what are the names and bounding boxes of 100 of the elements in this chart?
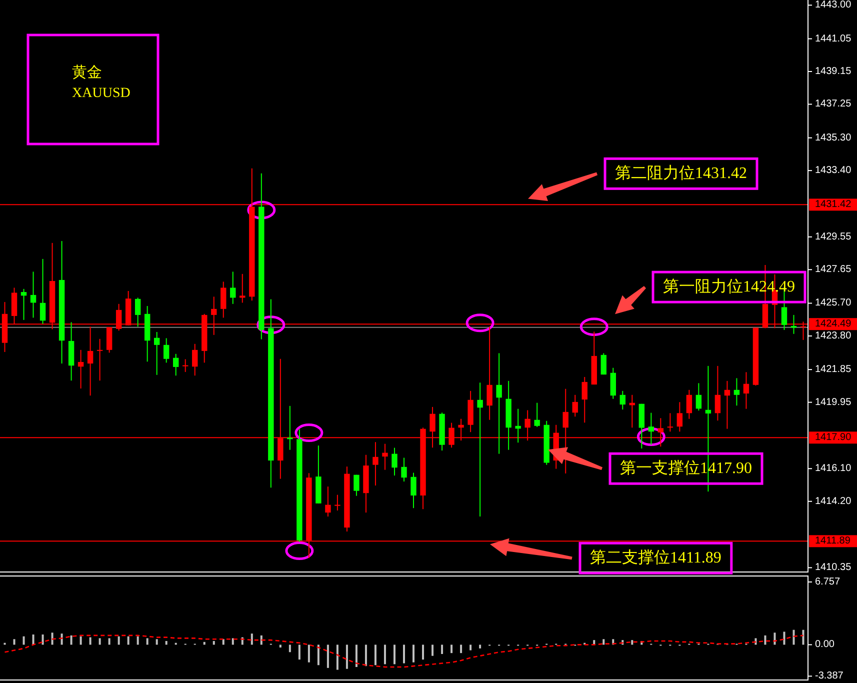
candlestick: [620, 390, 626, 410]
candlestick: [676, 402, 683, 432]
annotation: 第二支撑位1411.89: [590, 548, 722, 567]
bar: [70, 635, 72, 645]
y-tick-label: 0.00: [815, 639, 835, 650]
bar: [384, 644, 386, 664]
line-series: [4, 634, 804, 668]
bar: [51, 632, 54, 645]
ref-line-label: 1417.90: [815, 432, 852, 444]
candlestick: [20, 288, 27, 320]
candlestick: [534, 402, 540, 428]
candlestick: [582, 376, 588, 424]
bar: [602, 639, 605, 645]
bar: [22, 636, 25, 645]
candlestick: [743, 372, 750, 410]
candlestick: [392, 447, 398, 476]
candlestick: [410, 472, 416, 509]
bar: [403, 644, 405, 664]
candlestick: [182, 358, 188, 372]
candlestick: [192, 343, 198, 376]
bar: [346, 644, 348, 669]
bar: [136, 636, 139, 645]
candlestick: [515, 408, 521, 444]
bar: [631, 640, 634, 645]
bar: [212, 641, 215, 645]
candlestick: [30, 271, 36, 318]
bar: [479, 644, 482, 648]
bar: [364, 644, 367, 666]
bar: [250, 634, 253, 645]
bar: [422, 644, 424, 660]
candlestick: [78, 349, 84, 390]
bar: [450, 644, 453, 654]
y-tick-label: 1443.00: [815, 0, 852, 11]
bar: [764, 635, 766, 645]
candlestick: [638, 403, 644, 449]
bar: [98, 638, 101, 645]
candlestick: [230, 271, 236, 304]
candlestick: [600, 352, 606, 376]
bar: [279, 644, 282, 648]
candlestick: [164, 338, 170, 364]
bar: [156, 639, 158, 645]
y-tick-label: 1423.80: [815, 330, 852, 342]
candlestick: [724, 380, 730, 430]
bar: [783, 632, 786, 645]
bar: [127, 636, 130, 645]
bar: [470, 644, 472, 650]
bar: [298, 644, 300, 660]
candlestick: [696, 382, 702, 412]
y-tick-label: 1429.55: [815, 231, 852, 242]
text: 黄金: [72, 64, 102, 81]
y-tick-label: 6.757: [815, 576, 840, 588]
bar: [146, 638, 148, 645]
bar: [393, 644, 396, 664]
bar: [118, 636, 120, 645]
bar: [32, 634, 34, 645]
bar: [432, 644, 434, 656]
candlestick: [648, 412, 654, 446]
bar: [288, 644, 291, 652]
bar: [792, 630, 795, 645]
bar: [89, 637, 92, 645]
y-tick-label: 1439.15: [815, 66, 852, 77]
y-tick-label: 1414.20: [815, 496, 852, 507]
candlestick: [154, 332, 160, 376]
candlestick: [486, 326, 492, 420]
candlestick: [401, 457, 407, 482]
candlestick: [87, 326, 94, 396]
y-tick-label: 1410.35: [815, 562, 852, 574]
candlestick: [134, 297, 141, 328]
y-tick-label: 1425.70: [815, 298, 852, 309]
bar: [13, 639, 16, 645]
candlestick: [96, 338, 103, 382]
candlestick: [240, 273, 246, 304]
y-tick-label: 1441.05: [815, 33, 852, 44]
candlestick: [477, 382, 483, 518]
candlestick: [686, 389, 692, 420]
y-tick-label: 1416.10: [815, 463, 852, 474]
bar: [802, 630, 804, 645]
bar: [336, 644, 338, 670]
y-tick-label: 1419.95: [815, 396, 852, 408]
ref-line-label: 1424.49: [815, 318, 852, 330]
bar: [441, 644, 444, 654]
text: XAUUSD: [72, 86, 130, 101]
bar: [326, 644, 329, 668]
ref-line-label: 1431.42: [815, 199, 852, 210]
bar: [232, 638, 234, 645]
candlestick: [325, 486, 331, 518]
candlestick: [610, 367, 616, 400]
bar: [774, 632, 776, 645]
candlestick: [173, 353, 179, 376]
bar: [317, 644, 320, 666]
bar: [308, 644, 310, 662]
candlestick: [287, 405, 293, 450]
candlestick: [382, 443, 388, 470]
candlestick: [734, 378, 740, 406]
candlestick: [334, 494, 340, 511]
y-tick-label: 1437.25: [815, 98, 852, 110]
candlestick: [354, 474, 360, 496]
bar: [260, 635, 262, 645]
candlestick: [40, 258, 46, 324]
candlestick: [572, 394, 578, 418]
